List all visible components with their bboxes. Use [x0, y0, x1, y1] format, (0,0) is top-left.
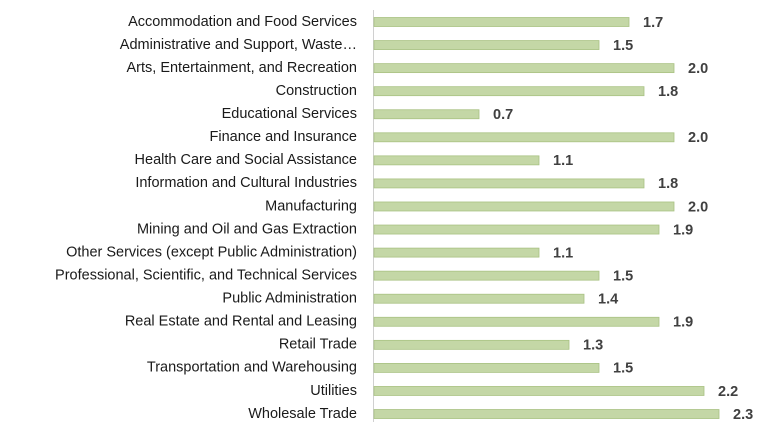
value-label: 1.8 — [658, 84, 678, 100]
category-label: Administrative and Support, Waste… — [120, 37, 357, 53]
category-label: Real Estate and Rental and Leasing — [125, 314, 357, 330]
value-label: 2.0 — [688, 199, 708, 215]
value-label: 0.7 — [493, 107, 513, 123]
bar — [373, 63, 675, 74]
category-label: Information and Cultural Industries — [135, 175, 357, 191]
value-label: 1.5 — [613, 361, 633, 377]
bar — [373, 339, 570, 350]
value-label: 1.9 — [673, 315, 693, 331]
bar — [373, 362, 600, 373]
bar — [373, 40, 600, 50]
category-label: Utilities — [310, 383, 357, 399]
category-label: Mining and Oil and Gas Extraction — [137, 221, 357, 237]
value-label: 2.0 — [688, 130, 708, 146]
bar — [373, 224, 660, 235]
value-label: 1.3 — [583, 338, 603, 354]
category-label: Educational Services — [222, 106, 357, 122]
category-label: Manufacturing — [265, 198, 357, 214]
bar — [373, 178, 645, 189]
category-label: Public Administration — [222, 291, 357, 307]
value-label: 1.7 — [643, 15, 663, 31]
value-label: 2.0 — [688, 61, 708, 77]
bar — [373, 109, 480, 120]
bar — [373, 17, 630, 27]
bar — [373, 155, 540, 166]
category-label: Arts, Entertainment, and Recreation — [126, 60, 357, 76]
bar — [373, 201, 675, 212]
bar — [373, 270, 600, 281]
category-label: Construction — [276, 83, 357, 99]
value-label: 2.3 — [733, 407, 753, 422]
bar — [373, 316, 660, 327]
value-label: 1.9 — [673, 222, 693, 238]
bar — [373, 409, 720, 419]
bar — [373, 86, 645, 97]
category-label: Wholesale Trade — [248, 406, 357, 422]
bar — [373, 132, 675, 143]
category-label: Other Services (except Public Administra… — [66, 244, 357, 260]
value-label: 1.5 — [613, 38, 633, 54]
value-label: 1.1 — [553, 153, 573, 169]
value-label: 1.1 — [553, 245, 573, 261]
category-label: Accommodation and Food Services — [128, 14, 357, 30]
category-label: Retail Trade — [279, 337, 357, 353]
value-label: 1.4 — [598, 292, 618, 308]
category-label: Finance and Insurance — [209, 129, 357, 145]
value-label: 2.2 — [718, 384, 738, 400]
bar — [373, 247, 540, 258]
category-label: Transportation and Warehousing — [147, 360, 357, 376]
bar — [373, 293, 585, 304]
category-label: Health Care and Social Assistance — [135, 152, 357, 168]
bar — [373, 386, 705, 396]
category-label: Professional, Scientific, and Technical … — [55, 267, 357, 283]
value-label: 1.5 — [613, 268, 633, 284]
value-label: 1.8 — [658, 176, 678, 192]
